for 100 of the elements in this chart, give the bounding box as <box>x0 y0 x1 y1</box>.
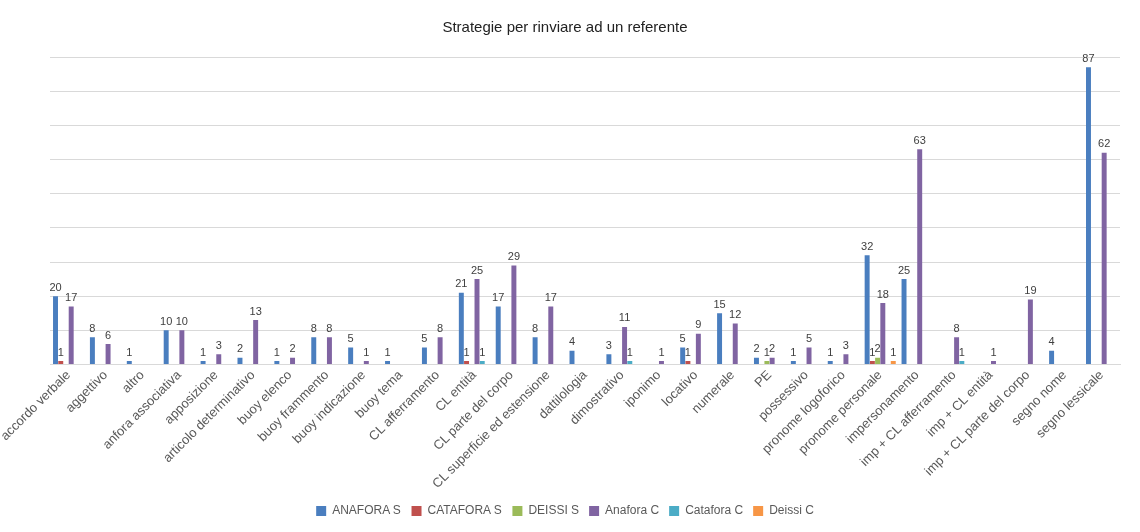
data-label: 5 <box>805 331 813 344</box>
data-label: 29 <box>507 249 521 262</box>
data-label: 5 <box>679 331 686 344</box>
legend-label: DEISSI S <box>528 503 580 518</box>
bar <box>200 361 206 365</box>
data-label: 1 <box>890 345 897 358</box>
data-label: 10 <box>175 314 188 327</box>
data-label: 62 <box>1098 137 1111 150</box>
data-label: 1 <box>463 345 470 358</box>
bar <box>532 337 538 365</box>
data-label: 1 <box>990 345 997 358</box>
bar <box>827 361 833 365</box>
bar <box>806 347 812 365</box>
data-label: 2 <box>236 342 244 355</box>
data-label: 5 <box>347 331 354 344</box>
data-label: 13 <box>249 304 262 317</box>
bar <box>680 347 686 365</box>
data-label: 1 <box>384 345 391 358</box>
data-label: 17 <box>544 290 557 303</box>
bar <box>658 361 664 365</box>
data-label: 1 <box>126 345 133 358</box>
data-label: 1 <box>763 345 770 358</box>
data-label: 21 <box>455 277 468 290</box>
bar <box>764 361 770 365</box>
data-label: 10 <box>160 314 173 327</box>
data-label: 2 <box>769 342 776 355</box>
data-label: 3 <box>215 338 222 351</box>
bar <box>890 361 896 365</box>
data-label: 25 <box>470 263 484 276</box>
bar <box>437 337 443 365</box>
legend-label: Deissi C <box>769 503 815 518</box>
bar <box>89 337 95 365</box>
bar <box>717 313 723 365</box>
bar <box>511 265 517 365</box>
bar <box>179 330 185 365</box>
data-label: 1 <box>869 345 876 358</box>
bar <box>58 361 64 365</box>
bar <box>495 306 501 365</box>
bar <box>769 357 775 365</box>
data-label: 8 <box>310 321 317 334</box>
bar <box>68 306 74 365</box>
bar <box>326 337 332 365</box>
data-label: 4 <box>1048 335 1055 348</box>
bar <box>421 347 427 365</box>
bar <box>311 337 317 365</box>
data-label: 63 <box>913 133 926 146</box>
data-label: 1 <box>958 345 965 358</box>
bar <box>959 361 965 365</box>
data-label: 87 <box>1082 51 1095 64</box>
bar <box>843 354 849 365</box>
bar <box>464 361 470 365</box>
legend-label: CATAFORA S <box>427 503 502 518</box>
data-label: 15 <box>713 297 726 310</box>
bar <box>1049 350 1055 365</box>
bar <box>253 320 259 365</box>
data-label: 1 <box>479 345 486 358</box>
data-label: 11 <box>618 311 631 324</box>
bar <box>917 149 923 365</box>
bar <box>901 279 907 365</box>
bar <box>53 296 58 365</box>
bar <box>790 361 796 365</box>
data-label: 4 <box>568 335 576 348</box>
bar <box>732 323 738 365</box>
data-label: 1 <box>790 345 797 358</box>
data-label: 8 <box>89 321 96 334</box>
bar <box>290 357 296 365</box>
bar <box>695 333 701 365</box>
data-label: 8 <box>326 321 333 334</box>
legend-label: Anafora C <box>605 503 660 518</box>
bar <box>606 354 612 365</box>
data-label: 18 <box>876 287 889 300</box>
bar <box>622 326 628 365</box>
bar <box>348 347 354 365</box>
data-label: 2 <box>753 342 760 355</box>
data-label: 9 <box>695 318 702 331</box>
data-label: 8 <box>437 321 444 334</box>
bar <box>126 361 132 365</box>
data-label: 1 <box>684 345 691 358</box>
bar <box>237 357 243 365</box>
legend-label: ANAFORA S <box>332 503 401 518</box>
data-label: 1 <box>626 345 633 358</box>
data-label: 2 <box>874 342 881 355</box>
data-label: 1 <box>273 345 280 358</box>
data-label: 1 <box>363 345 370 358</box>
data-label: 19 <box>1024 284 1037 297</box>
data-label: 8 <box>953 321 960 334</box>
data-label: 3 <box>842 338 849 351</box>
bar <box>954 337 960 365</box>
bar <box>385 361 391 365</box>
bar <box>869 361 875 365</box>
data-label: 12 <box>729 308 742 321</box>
bar <box>1101 152 1107 365</box>
bar <box>627 361 633 365</box>
data-label: 8 <box>532 321 539 334</box>
data-label: 1 <box>57 345 64 358</box>
bar <box>875 357 881 365</box>
data-label: 1 <box>827 345 834 358</box>
bar <box>548 306 554 365</box>
data-label: 6 <box>105 328 112 341</box>
bar <box>685 361 691 365</box>
